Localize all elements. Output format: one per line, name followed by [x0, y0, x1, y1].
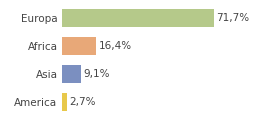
Bar: [62, 65, 81, 83]
Bar: [62, 37, 97, 55]
Bar: [62, 9, 214, 27]
Text: 71,7%: 71,7%: [216, 13, 249, 23]
Text: 9,1%: 9,1%: [83, 69, 109, 79]
Text: 2,7%: 2,7%: [69, 97, 96, 107]
Bar: [62, 93, 67, 111]
Text: 16,4%: 16,4%: [99, 41, 132, 51]
